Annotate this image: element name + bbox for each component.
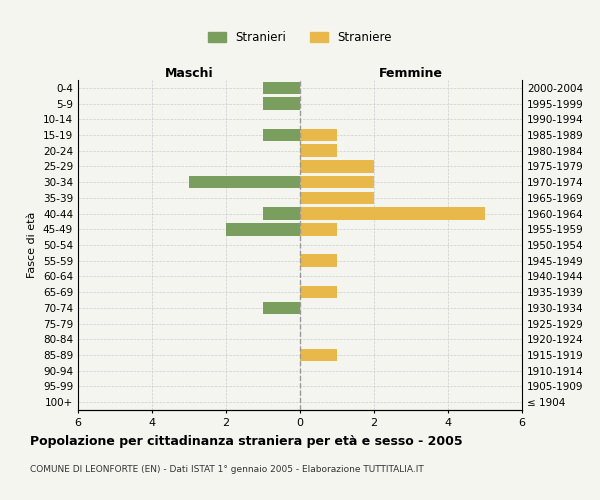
Bar	[300, 160, 374, 172]
Bar	[226, 223, 300, 235]
Bar	[263, 128, 300, 141]
Bar	[263, 98, 300, 110]
Bar	[263, 82, 300, 94]
Bar	[300, 192, 374, 204]
Legend: Stranieri, Straniere: Stranieri, Straniere	[203, 26, 397, 49]
Bar	[300, 128, 337, 141]
Text: Femmine: Femmine	[379, 67, 443, 80]
Bar	[300, 223, 337, 235]
Y-axis label: Fasce di età: Fasce di età	[28, 212, 37, 278]
Bar	[300, 254, 337, 267]
Text: Popolazione per cittadinanza straniera per età e sesso - 2005: Popolazione per cittadinanza straniera p…	[30, 435, 463, 448]
Bar	[263, 208, 300, 220]
Text: Maschi: Maschi	[164, 67, 214, 80]
Bar	[300, 176, 374, 188]
Bar	[300, 348, 337, 362]
Bar	[300, 144, 337, 157]
Text: COMUNE DI LEONFORTE (EN) - Dati ISTAT 1° gennaio 2005 - Elaborazione TUTTITALIA.: COMUNE DI LEONFORTE (EN) - Dati ISTAT 1°…	[30, 465, 424, 474]
Bar	[263, 302, 300, 314]
Bar	[189, 176, 300, 188]
Bar	[300, 286, 337, 298]
Bar	[300, 208, 485, 220]
